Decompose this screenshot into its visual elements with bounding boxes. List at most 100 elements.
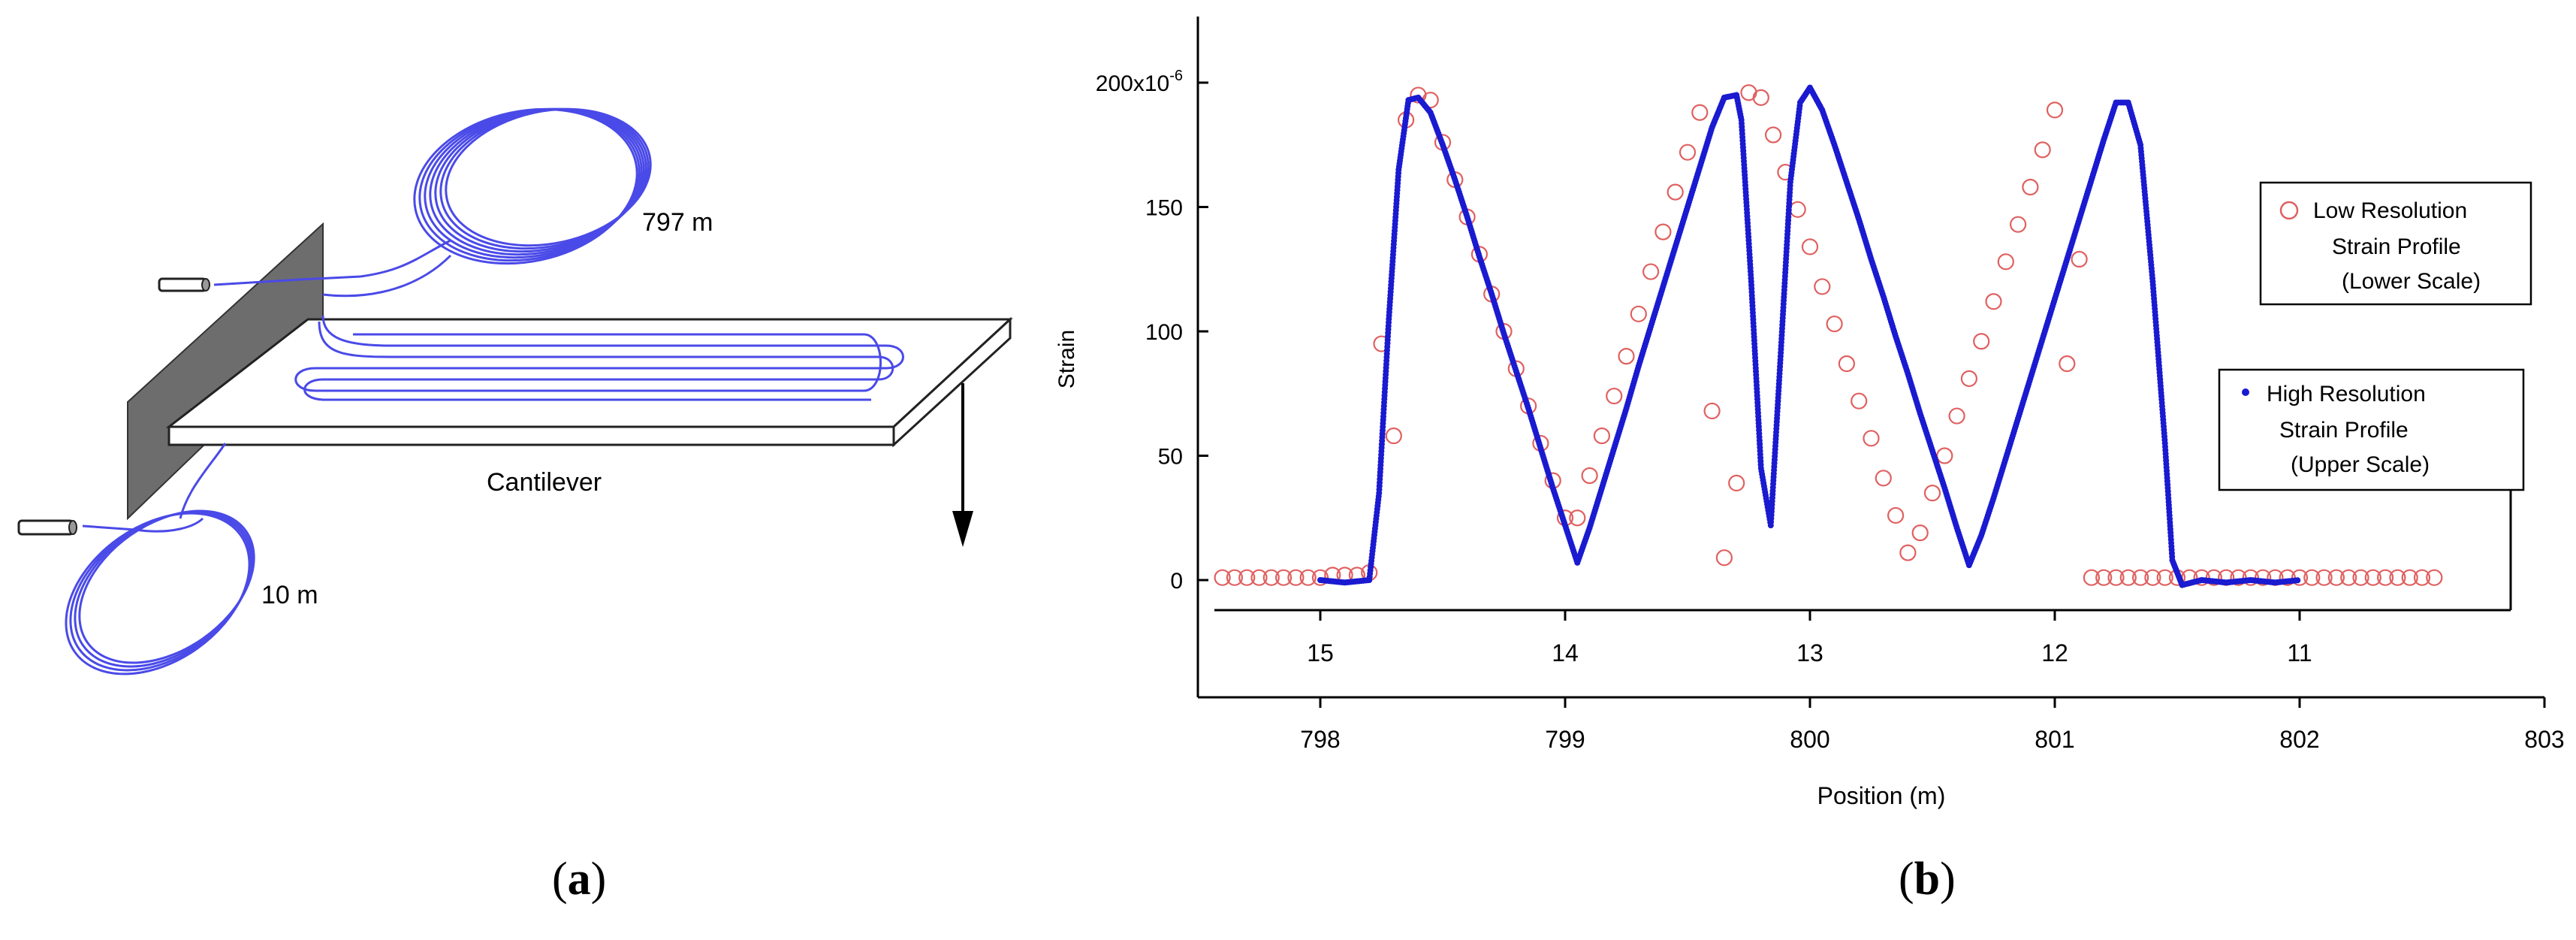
low-res-point: [2291, 569, 2309, 586]
low-res-point: [2107, 569, 2125, 586]
low-res-point: [1826, 315, 1843, 333]
lower-x-tick-label: 802: [2279, 726, 2319, 753]
lower-x-tick-label: 803: [2524, 726, 2564, 753]
low-res-point: [2389, 569, 2406, 586]
lower-x-tick-label: 800: [1790, 726, 1829, 753]
low-res-point: [1838, 355, 1855, 373]
series-high-resolution: [1317, 84, 2301, 588]
low-res-point: [1851, 392, 1868, 410]
y-axis-label: Strain: [1054, 330, 1079, 388]
legend-high-line2: Strain Profile: [2279, 418, 2409, 443]
low-res-point: [1593, 427, 1610, 445]
low-res-point: [1667, 183, 1684, 201]
low-res-point: [1642, 263, 1660, 280]
upper-x-tick-label: 13: [1796, 639, 1823, 666]
low-res-point: [1606, 387, 1623, 405]
low-res-point: [1911, 524, 1929, 542]
caption-a: (a): [552, 854, 606, 905]
y-ticks: 0 50 100 150 200x10-6: [1096, 68, 1208, 594]
low-res-point: [2071, 250, 2088, 268]
low-res-point: [2034, 141, 2051, 159]
low-res-point: [2377, 569, 2394, 586]
lower-x-tick-label: 798: [1300, 726, 1340, 753]
fiber-connector-lower: [17, 519, 77, 536]
load-arrow-icon: [952, 383, 973, 547]
low-res-point: [2413, 569, 2431, 586]
legend-high-line3: (Upper Scale): [2291, 452, 2430, 477]
low-res-point: [1618, 348, 1635, 365]
y-tick-label: 200x10-6: [1096, 68, 1183, 96]
low-res-point: [2193, 569, 2210, 586]
lower-x-tick-label: 799: [1545, 726, 1585, 753]
low-res-point: [2401, 569, 2418, 586]
panel-b-chart: 0 50 100 150 200x10-6 798 799 800 801 802 803 15 1…: [1054, 17, 2565, 905]
lower-x-tick-label: 801: [2035, 726, 2074, 753]
low-res-point: [1250, 569, 1268, 586]
low-res-point: [2327, 569, 2345, 586]
legend-low-line3: (Lower Scale): [2342, 269, 2481, 294]
low-res-point: [2119, 569, 2137, 586]
label-cantilever: Cantilever: [487, 468, 602, 497]
upper-x-ticks: 15 14 13 12 11: [1307, 610, 2312, 666]
low-res-point: [1973, 333, 1990, 350]
low-res-point: [1765, 126, 1782, 144]
low-res-point: [1923, 485, 1941, 502]
low-res-point: [1752, 89, 1769, 106]
cantilever-beam-side: [892, 316, 1012, 448]
legend-marker-low: [2279, 201, 2299, 220]
label-10m: 10 m: [261, 581, 318, 609]
low-res-point: [1728, 474, 1745, 492]
low-res-point: [2340, 569, 2357, 586]
low-res-point: [1287, 569, 1305, 586]
low-res-point: [2303, 569, 2321, 586]
legend-low-line1: Low Resolution: [2313, 198, 2467, 223]
low-res-point: [1654, 223, 1672, 240]
low-res-point: [2352, 569, 2369, 586]
low-res-point: [2426, 569, 2443, 586]
low-res-point: [2010, 216, 2027, 233]
low-res-point: [2095, 569, 2113, 586]
upper-x-tick-label: 15: [1307, 639, 1334, 666]
low-res-point: [2083, 569, 2100, 586]
low-res-point: [1691, 104, 1709, 121]
y-tick-label: 0: [1170, 569, 1183, 594]
y-tick-label: 150: [1145, 196, 1183, 221]
low-res-point: [1985, 293, 2002, 310]
low-res-point: [2059, 355, 2076, 373]
caption-b: (b): [1899, 854, 1956, 905]
fiber-connector-upper: [158, 277, 210, 292]
y-tick-label: 50: [1158, 445, 1183, 470]
upper-x-tick-label: 12: [2041, 639, 2068, 666]
legend-low-resolution: Low Resolution Strain Profile (Lower Sca…: [2259, 181, 2532, 306]
lower-x-ticks: 798 799 800 801 802 803: [1300, 697, 2565, 753]
low-res-point: [2315, 569, 2333, 586]
low-res-point: [1960, 370, 1977, 387]
low-res-point: [1311, 569, 1329, 586]
label-797m: 797 m: [642, 208, 713, 237]
low-res-point: [2156, 569, 2173, 586]
legend-high-line1: High Resolution: [2267, 382, 2426, 407]
high-res-point: [2294, 577, 2301, 584]
low-res-point: [2364, 569, 2381, 586]
fiber-runs: [82, 239, 904, 533]
low-res-point: [1715, 549, 1733, 567]
low-res-point: [1801, 238, 1819, 255]
cantilever-beam-front: [167, 425, 895, 446]
low-res-point: [1887, 506, 1905, 524]
low-res-point: [1299, 569, 1317, 586]
low-res-point: [1875, 470, 1892, 487]
low-res-point: [1226, 569, 1244, 586]
y-tick-label: 100: [1145, 320, 1183, 345]
low-res-point: [1262, 569, 1280, 586]
low-res-point: [1569, 509, 1586, 527]
fiber-coil-797m: [413, 107, 652, 265]
low-res-point: [1630, 305, 1647, 322]
low-res-point: [1679, 144, 1697, 161]
low-res-point: [1385, 427, 1402, 445]
low-res-point: [1703, 402, 1721, 420]
low-res-point: [2046, 101, 2064, 119]
legend-low-line2: Strain Profile: [2332, 234, 2461, 259]
low-res-point: [2132, 569, 2149, 586]
low-res-point: [1274, 569, 1293, 586]
